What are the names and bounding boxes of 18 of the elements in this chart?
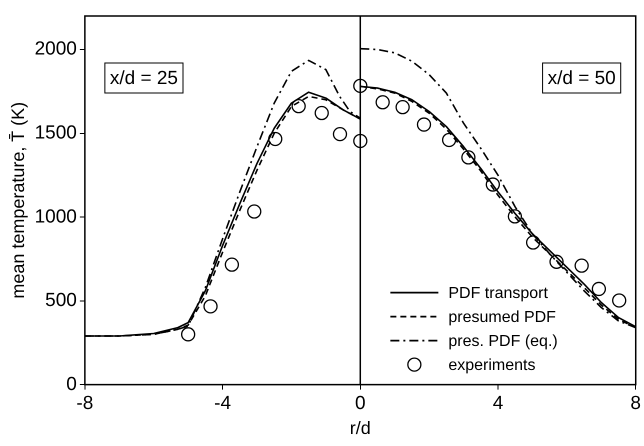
y-tick-label: 1000 [34,206,77,228]
x-tick-label: 8 [630,393,642,414]
x-tick-label: -8 [76,393,94,414]
y-axis-title: mean temperature, T̄ (K) [8,102,28,299]
annotation: x/d = 25 [110,68,178,90]
y-tick-label: 2000 [34,38,77,60]
legend-label: pres. PDF (eq.) [448,333,558,350]
x-tick-label: 0 [355,393,366,414]
x-tick-label: -4 [214,393,232,414]
legend-label: PDF transport [448,285,548,302]
annotation: x/d = 50 [548,68,616,90]
legend-label: presumed PDF [448,309,556,326]
y-tick-label: 0 [66,374,77,395]
x-tick-label: 4 [492,393,504,414]
y-tick-label: 1500 [34,122,77,144]
legend-label: experiments [448,357,536,374]
y-tick-label: 500 [45,290,77,312]
x-axis-title: r/d [350,418,371,438]
